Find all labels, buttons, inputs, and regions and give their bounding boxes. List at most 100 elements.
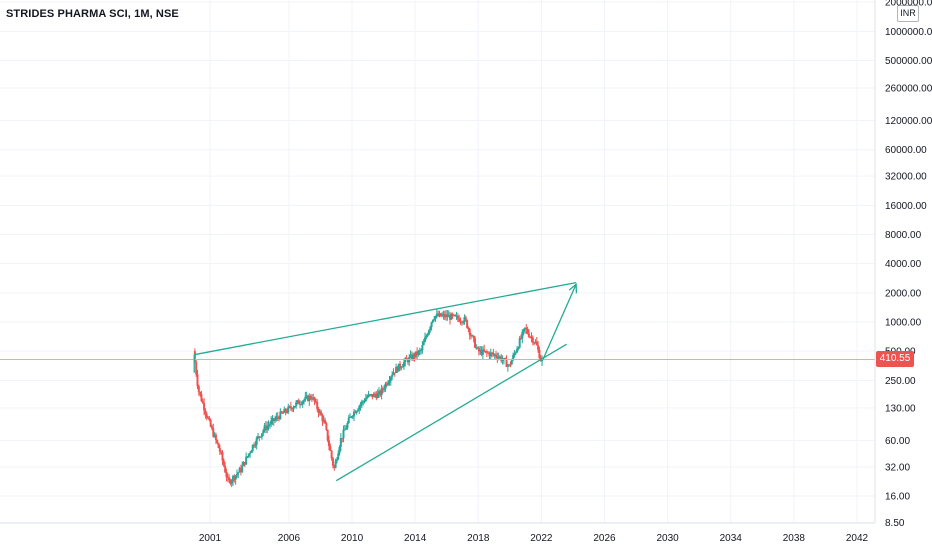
candle-body [383, 388, 386, 390]
price-axis[interactable]: 2000000.00 1000000.00 500000.00 260000.00 12… [885, 0, 932, 529]
candle-body [434, 316, 437, 319]
candle-body [264, 425, 267, 430]
candle-body [531, 337, 534, 343]
candle-body [301, 401, 304, 405]
time-tick-label: 2026 [593, 533, 616, 544]
candle-body [381, 388, 384, 390]
candle-body [249, 452, 252, 454]
candle-body [530, 336, 533, 338]
candle-body [446, 314, 449, 318]
candle-body [442, 314, 445, 316]
candle-body [371, 394, 374, 398]
candle-body [259, 436, 262, 438]
candle-body [267, 425, 270, 427]
candle-body [238, 468, 241, 473]
candle-body [226, 477, 229, 479]
candle-body [208, 418, 211, 421]
candle-body [525, 327, 528, 330]
trendline[interactable] [335, 343, 567, 482]
candle-body [521, 331, 524, 339]
candle-body [216, 439, 219, 444]
candle-body [495, 354, 498, 357]
candle-body [281, 412, 284, 414]
trendline[interactable] [194, 281, 577, 356]
candle-body [527, 333, 530, 337]
trendline-drawings[interactable] [193, 281, 578, 482]
candle-body [224, 465, 227, 473]
candle-body [278, 417, 281, 420]
candle-body [201, 401, 204, 403]
candle-body [320, 411, 323, 416]
chart-title: STRIDES PHARMA SCI, 1M, NSE [6, 8, 179, 20]
candle-body [255, 437, 258, 445]
candle-body [234, 475, 237, 480]
candle-body [445, 314, 448, 318]
candle-body [510, 360, 513, 365]
candle-body [200, 394, 203, 402]
candle-body [304, 396, 307, 400]
currency-label[interactable]: INR [897, 5, 919, 22]
projection-arrow[interactable] [542, 284, 577, 360]
candle-body [498, 356, 501, 358]
candle-body [210, 426, 213, 429]
last-price-tag: 410.55 [876, 351, 914, 367]
candle-body [485, 351, 488, 353]
candle-body [205, 413, 208, 418]
candle-body [473, 338, 476, 348]
candle-body [522, 329, 525, 332]
candle-body [429, 327, 432, 331]
candle-body [253, 444, 256, 446]
candle-body [270, 420, 273, 425]
price-tick-label: 8000.00 [885, 230, 922, 241]
candle-body [504, 358, 507, 360]
candle-body [414, 351, 417, 358]
candle-body [462, 322, 465, 324]
candle-body [472, 335, 475, 339]
candle-body [283, 409, 286, 413]
candle-body [438, 313, 441, 317]
candle-body [391, 374, 394, 378]
candle-body [508, 364, 511, 366]
candle-body [296, 400, 299, 403]
time-tick-label: 2010 [341, 533, 364, 544]
candle-body [338, 446, 341, 454]
candle-body [460, 321, 463, 323]
candle-body [354, 411, 357, 414]
candle-body [359, 404, 362, 407]
time-tick-label: 2006 [278, 533, 301, 544]
time-axis[interactable]: 2001 2006 2010 2014 2018 2022 2026 2030 2034 2038… [199, 533, 869, 544]
candle-body [260, 433, 263, 437]
candle-body [325, 423, 328, 430]
candle-body [392, 372, 395, 375]
candle-body [331, 458, 334, 466]
candle-body [400, 367, 403, 369]
candle-body [251, 444, 254, 451]
candle-body [471, 335, 474, 337]
candle-body [489, 352, 492, 357]
candle-body [349, 416, 352, 418]
candle-body [379, 391, 382, 396]
candle-body [350, 416, 353, 418]
candle-body [470, 334, 473, 336]
candle-body [352, 411, 355, 417]
candle-body [233, 476, 236, 480]
price-tick-label: 130.00 [885, 403, 916, 414]
candle-body [418, 350, 421, 352]
candle-body [193, 351, 196, 362]
candle-body [295, 402, 298, 407]
candle-body [220, 451, 223, 453]
candle-body [276, 416, 279, 418]
candle-body [232, 476, 235, 481]
candle-body [322, 419, 325, 422]
price-tick-label: 16000.00 [885, 201, 927, 212]
candle-body [347, 417, 350, 424]
candle-body [467, 327, 470, 330]
candle-body [480, 349, 483, 355]
arrow-head [568, 282, 578, 294]
price-tick-label: 32.00 [885, 462, 910, 473]
candle-body [422, 341, 425, 346]
candle-body [513, 353, 516, 356]
candle-body [439, 313, 442, 317]
candle-body [284, 409, 287, 413]
